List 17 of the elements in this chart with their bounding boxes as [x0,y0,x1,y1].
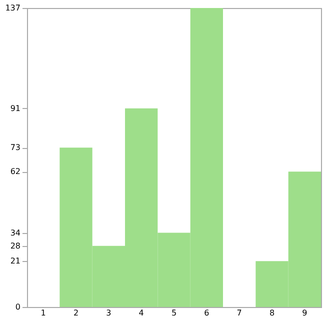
x-tick-label: 5 [171,308,177,318]
y-tick-label: 73 [10,143,20,152]
y-tick-label: 0 [15,302,20,312]
x-tick-label: 7 [236,308,242,318]
y-tick-label: 28 [10,241,20,250]
x-tick-label: 3 [106,308,112,318]
x-tick-label: 2 [73,308,79,318]
x-tick-label: 9 [302,308,308,318]
y-tick-label: 21 [10,256,20,266]
x-tick-label: 4 [138,308,144,318]
y-tick-label: 91 [10,104,20,113]
y-tick-label: 62 [10,167,20,176]
y-tick-label: 34 [10,228,20,238]
x-tick-label: 6 [204,308,210,318]
y-tick-label: 137 [5,4,20,12]
x-tick-label: 8 [269,308,275,318]
x-tick-label: 1 [40,308,46,318]
